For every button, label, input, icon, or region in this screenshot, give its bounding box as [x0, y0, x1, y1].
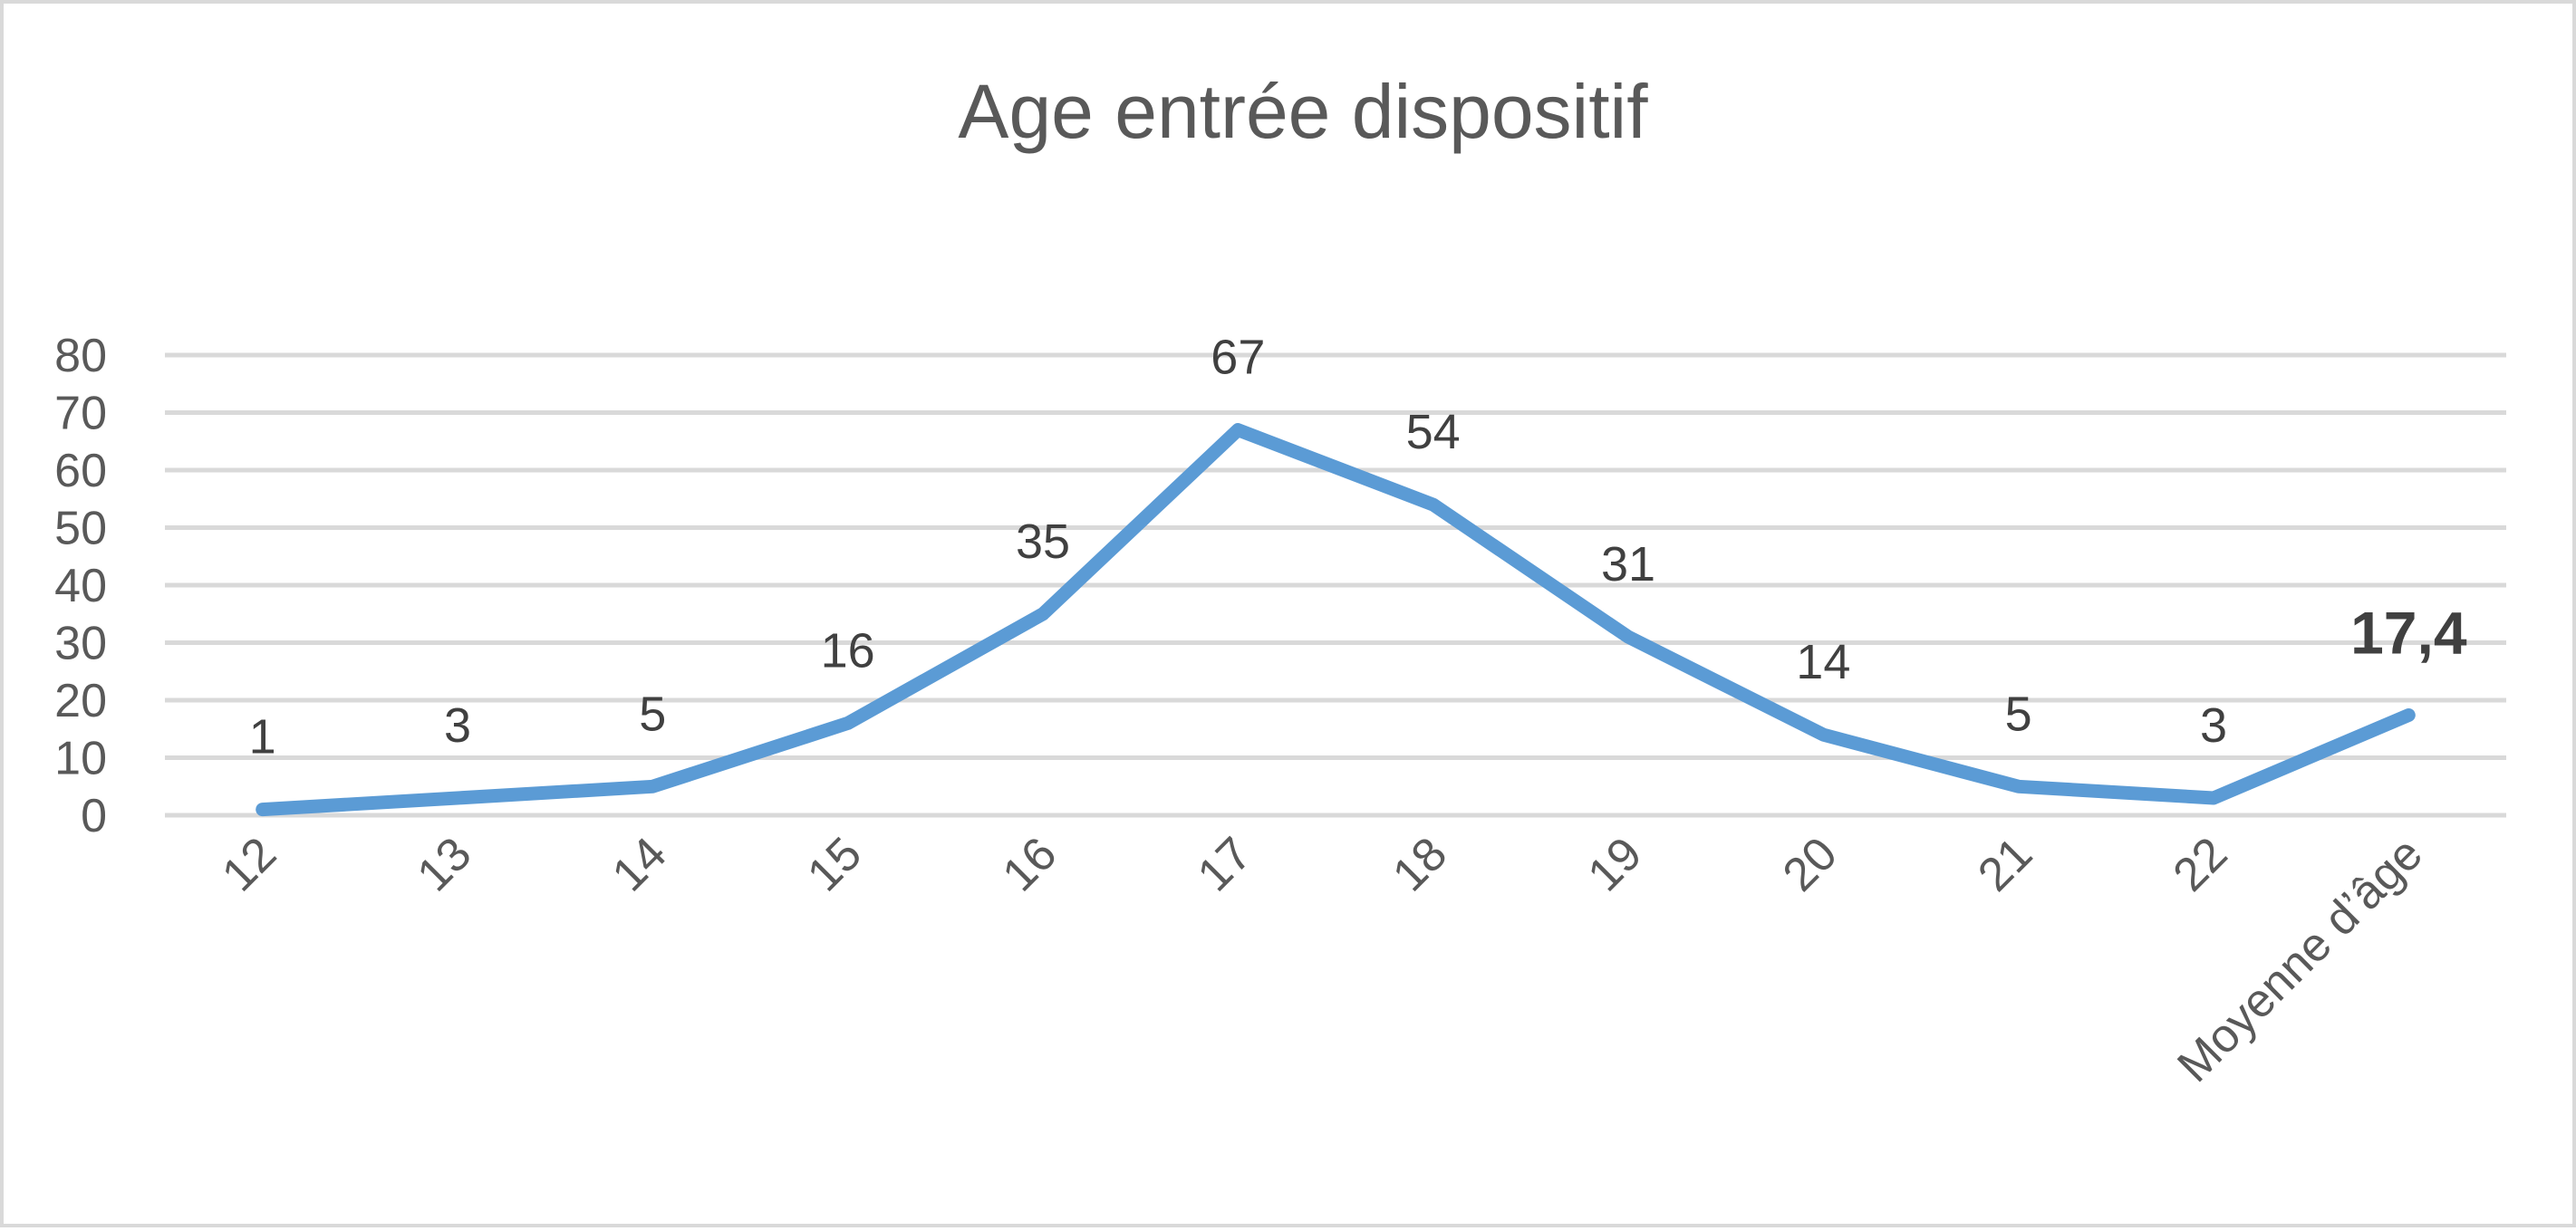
data-label: 5 [639, 687, 666, 741]
data-label-average: 17,4 [2350, 600, 2467, 667]
data-label: 54 [1406, 405, 1461, 459]
y-tick-label: 70 [54, 388, 107, 440]
data-label: 1 [249, 710, 276, 765]
series-line [256, 423, 2416, 817]
y-tick-label: 10 [54, 733, 107, 785]
x-tick-label: 12 [212, 827, 286, 901]
y-tick-label: 50 [54, 503, 107, 555]
x-tick-label: 20 [1773, 827, 1848, 901]
data-label: 31 [1601, 537, 1655, 591]
x-tick-label: 13 [408, 827, 482, 901]
y-tick-label: 80 [54, 330, 107, 382]
data-label: 16 [821, 623, 875, 678]
x-tick-label: 19 [1578, 827, 1653, 901]
line-chart: Age entrée dispositif 01020304050607080 … [54, 69, 2506, 1092]
data-label: 3 [444, 698, 471, 753]
data-label: 3 [2200, 698, 2227, 753]
y-tick-label: 20 [54, 675, 107, 727]
x-tick-label: 17 [1188, 827, 1262, 901]
x-tick-label: 14 [603, 827, 677, 901]
chart-title: Age entrée dispositif [958, 69, 1648, 154]
data-label: 14 [1796, 635, 1850, 689]
gridlines [165, 352, 2506, 818]
y-tick-label: 30 [54, 618, 107, 670]
x-tick-label: 21 [1968, 827, 2042, 901]
y-tick-label: 0 [81, 790, 107, 842]
x-tick-label: 15 [797, 827, 872, 901]
data-label: 67 [1211, 331, 1265, 385]
y-tick-label: 40 [54, 560, 107, 612]
x-tick-label: 18 [1383, 827, 1457, 901]
x-tick-label: 22 [2164, 827, 2238, 901]
data-label: 5 [2005, 687, 2032, 741]
y-tick-label: 60 [54, 445, 107, 497]
x-tick-label: 16 [993, 827, 1067, 901]
data-label: 35 [1016, 515, 1070, 569]
